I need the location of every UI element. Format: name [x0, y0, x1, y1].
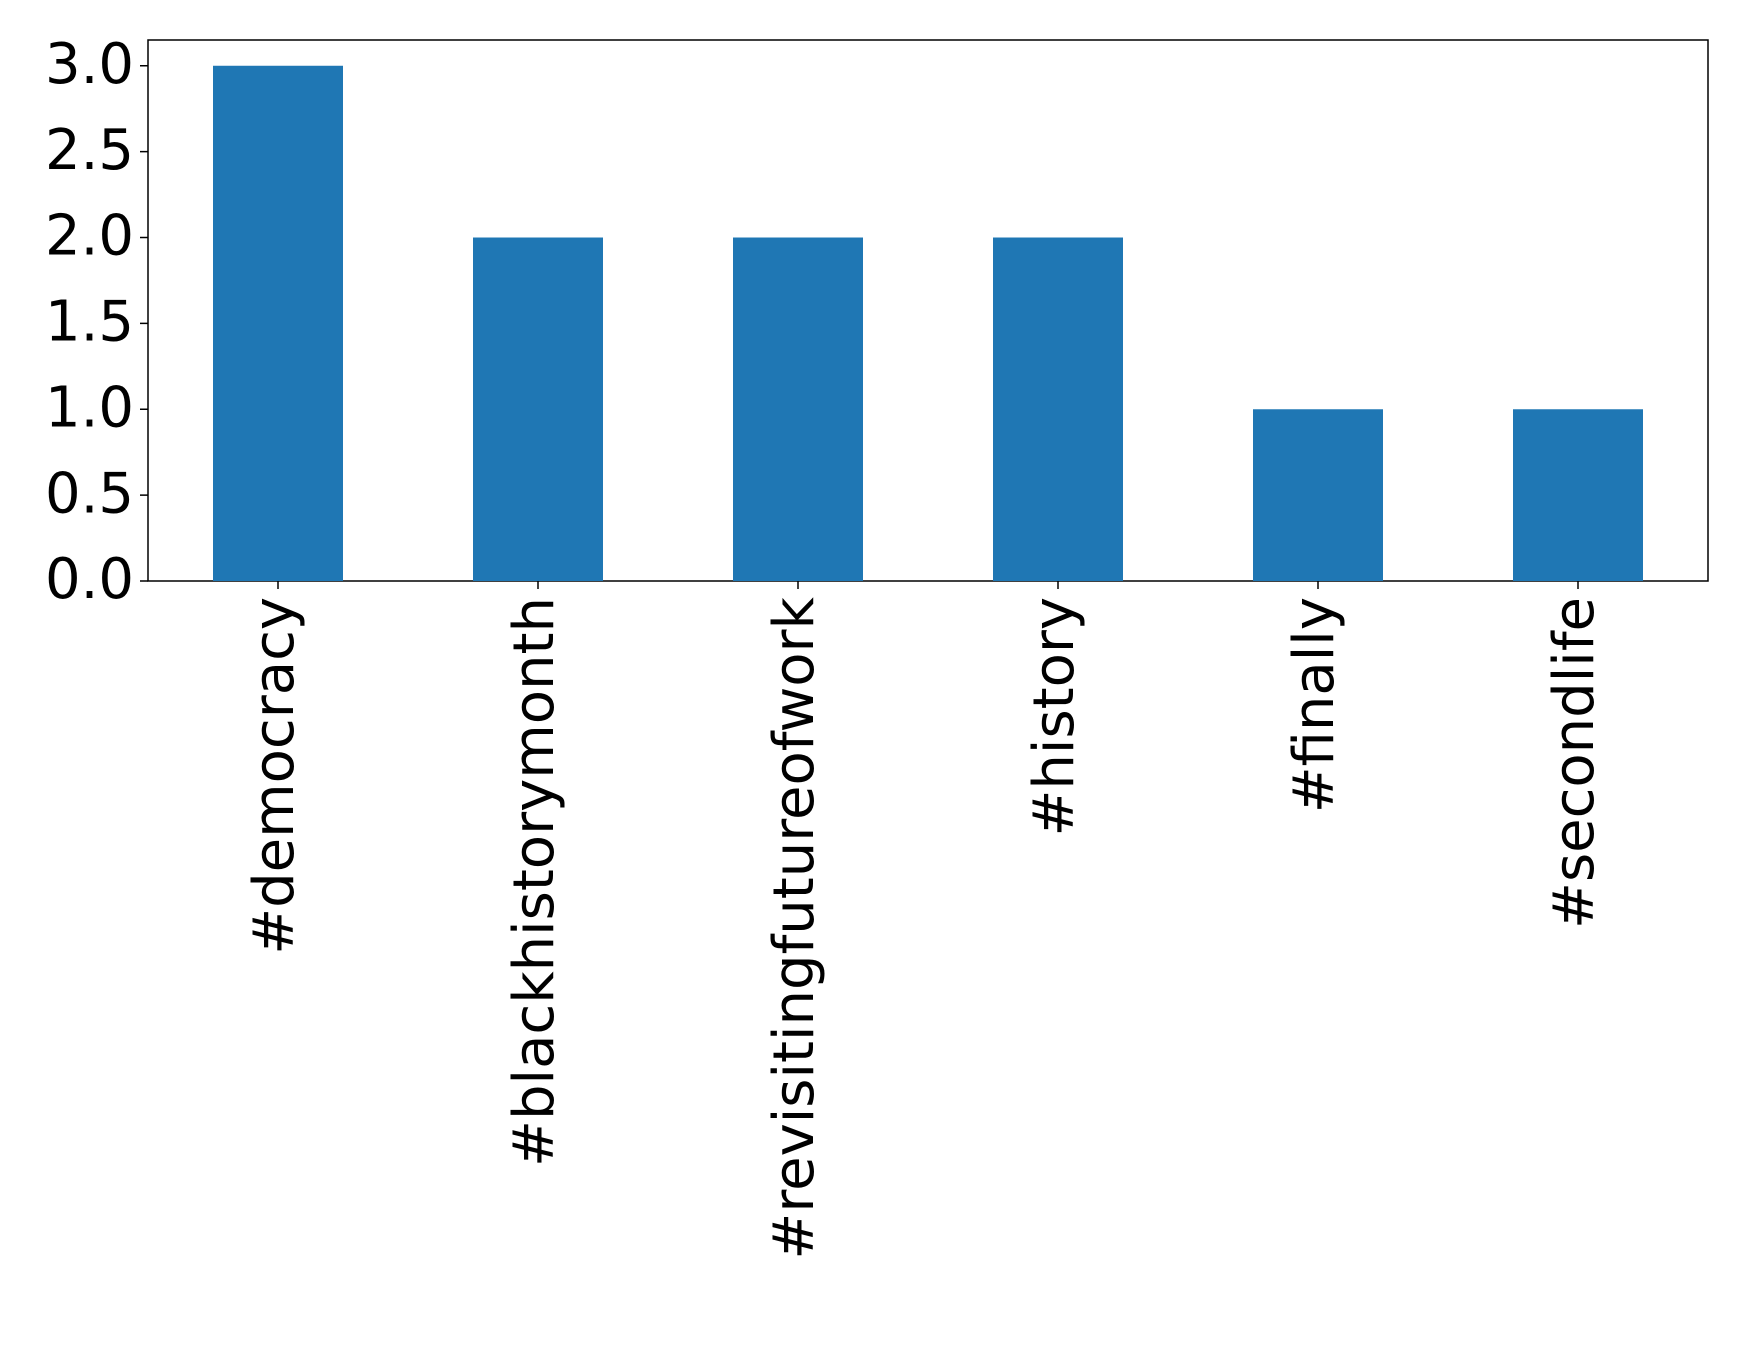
bar	[213, 65, 343, 581]
x-tick-label: #revisitingfutureofwork	[762, 596, 827, 1259]
y-tick-label: 3.0	[45, 32, 134, 97]
y-tick-label: 0.5	[45, 461, 134, 526]
y-tick-label: 1.5	[45, 290, 134, 355]
bar	[1513, 409, 1643, 581]
bar	[733, 237, 863, 581]
plot-frame	[147, 39, 1709, 582]
x-tick-label: #secondlife	[1542, 597, 1607, 929]
y-tick-label: 2.5	[45, 118, 134, 183]
y-tick-label: 2.0	[45, 204, 134, 269]
x-tick-label: #blackhistorymonth	[502, 597, 567, 1167]
x-tick-label: #finally	[1282, 597, 1347, 813]
bar	[1253, 409, 1383, 581]
y-tick-label: 1.0	[45, 375, 134, 440]
bar	[993, 237, 1123, 581]
x-tick-label: #history	[1022, 597, 1087, 837]
y-tick-label: 0.0	[45, 547, 134, 612]
x-tick-label: #democracy	[242, 597, 307, 955]
bar	[473, 237, 603, 581]
